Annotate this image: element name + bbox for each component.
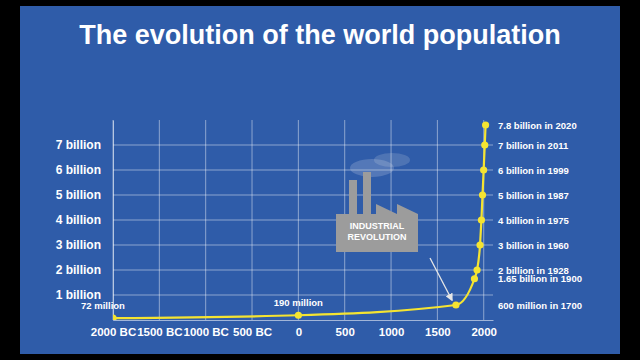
x-tick: 1000 BC	[183, 320, 228, 338]
data-label: 190 million	[274, 297, 323, 308]
chimney	[349, 180, 357, 214]
y-axis: 1 billion2 billion3 billion4 billion5 bi…	[56, 121, 114, 321]
data-label: 6 billion in 1999	[498, 165, 569, 176]
data-point	[295, 312, 302, 319]
annotation-text: INDUSTRIAL	[350, 221, 405, 231]
data-point	[113, 315, 117, 320]
data-point	[471, 275, 478, 282]
x-axis-line	[114, 320, 494, 321]
data-label: 4 billion in 1975	[498, 215, 569, 226]
x-tick-label: 2000 BC	[91, 326, 136, 338]
annotation-arrow	[430, 258, 452, 300]
x-axis: 2000 BC1500 BC1000 BC 500 BC 0 500 1000 1500 2…	[91, 320, 497, 338]
smoke	[374, 153, 410, 167]
industrial-revolution-icon	[336, 153, 418, 252]
grid	[113, 120, 493, 320]
y-tick: 5 billion	[56, 188, 113, 202]
x-tick: 1000	[379, 320, 405, 338]
x-tick-label: 500	[336, 326, 355, 338]
y-tick-label: 2 billion	[56, 263, 101, 277]
y-grid-line	[113, 220, 493, 221]
data-label: 72 million	[81, 300, 125, 311]
y-tick: 2 billion	[56, 263, 113, 277]
x-tick: 1500 BC	[137, 320, 182, 338]
x-tick: 1500	[425, 320, 451, 338]
x-tick: 2000	[471, 320, 497, 338]
x-tick: 0	[296, 320, 302, 338]
annotation-text: REVOLUTION	[347, 232, 406, 242]
y-grid-line	[113, 295, 493, 296]
x-tick: 500 BC	[233, 320, 272, 338]
x-tick-label: 0	[296, 326, 302, 338]
chimney	[363, 172, 371, 214]
data-label: 7 billion in 2011	[498, 140, 569, 151]
x-tick-label: 2000	[471, 326, 497, 338]
x-tick: 2000 BC	[91, 320, 136, 338]
x-tick-label: 1000	[379, 326, 405, 338]
y-tick-label: 7 billion	[56, 138, 101, 152]
y-tick: 3 billion	[56, 238, 113, 252]
y-tick: 6 billion	[56, 163, 113, 177]
data-point	[452, 301, 459, 308]
data-label: 2 billion in 1928	[498, 265, 569, 276]
plot-marks	[113, 121, 489, 320]
data-point	[480, 166, 487, 173]
y-axis-line	[113, 121, 114, 321]
y-grid-line	[113, 145, 493, 146]
data-point	[481, 141, 488, 148]
y-tick-label: 5 billion	[56, 188, 101, 202]
data-point	[473, 266, 480, 273]
y-tick-label: 3 billion	[56, 238, 101, 252]
data-label: 7.8 billion in 2020	[498, 120, 577, 131]
data-point	[482, 121, 489, 128]
data-point	[478, 216, 485, 223]
y-tick-label: 6 billion	[56, 163, 101, 177]
data-label: 3 billion in 1960	[498, 240, 569, 251]
x-tick-label: 1500	[425, 326, 451, 338]
x-tick-label: 1000 BC	[183, 326, 228, 338]
data-label: 5 billion in 1987	[498, 190, 569, 201]
y-grid-line	[113, 195, 493, 196]
chart: The evolution of the world population 200…	[0, 0, 640, 360]
x-tick: 500	[336, 320, 355, 338]
y-grid-line	[113, 170, 493, 171]
y-tick: 7 billion	[56, 138, 113, 152]
title: The evolution of the world population	[79, 20, 560, 50]
x-grid-line	[113, 120, 114, 320]
data-point	[476, 241, 483, 248]
population-line	[113, 125, 486, 318]
frame	[0, 0, 640, 360]
y-tick: 4 billion	[56, 213, 113, 227]
data-label: 600 million in 1700	[498, 300, 582, 311]
factory-building	[336, 204, 418, 252]
y-grid-line	[113, 245, 493, 246]
panel	[20, 6, 620, 354]
data-point	[479, 191, 486, 198]
x-tick-label: 1500 BC	[137, 326, 182, 338]
y-tick-label: 4 billion	[56, 213, 101, 227]
x-tick-label: 500 BC	[233, 326, 272, 338]
